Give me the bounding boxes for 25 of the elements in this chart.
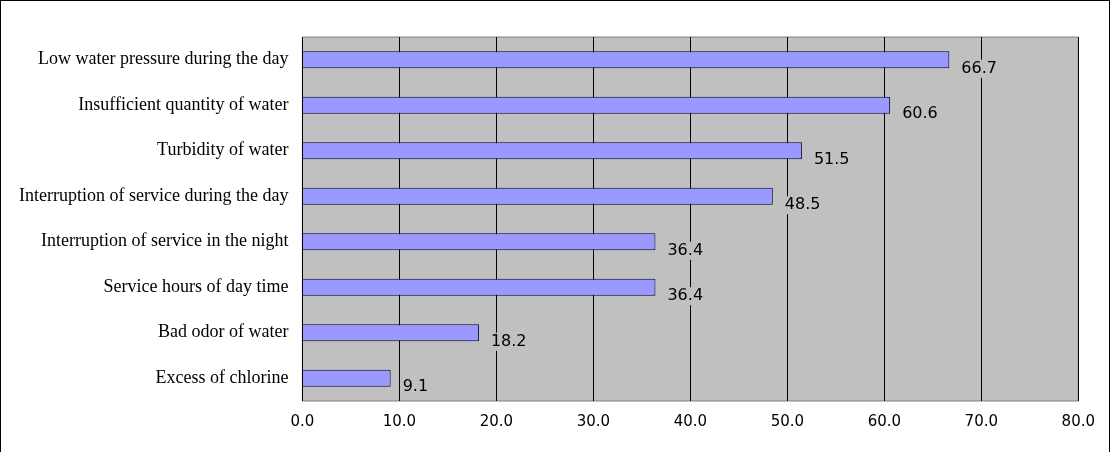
y-tick-label: Insufficient quantity of water — [78, 93, 289, 114]
data-label: 51.5 — [813, 148, 850, 168]
data-label: 48.5 — [784, 194, 821, 214]
x-tick-label: 50.0 — [770, 411, 805, 430]
data-label: 36.4 — [667, 239, 704, 259]
y-tick-label: Low water pressure during the day — [37, 48, 289, 69]
x-tick-label: 30.0 — [576, 411, 611, 430]
data-label: 18.2 — [490, 330, 527, 350]
y-tick-label: Service hours of day time — [103, 275, 289, 296]
data-label: 60.6 — [902, 103, 938, 123]
x-tick-label: 0.0 — [290, 411, 315, 430]
x-tick-label: 70.0 — [964, 411, 999, 430]
y-tick-label: Turbidity of water — [157, 139, 289, 160]
x-tick-label: 40.0 — [673, 411, 708, 430]
data-label: 66.7 — [961, 57, 997, 77]
x-tick-label: 80.0 — [1061, 411, 1095, 430]
x-tick-label: 60.0 — [867, 411, 902, 430]
y-tick-label: Interruption of service during the day — [18, 184, 289, 205]
y-tick-label: Bad odor of water — [157, 321, 289, 342]
y-tick-label: Interruption of service in the night — [40, 230, 289, 251]
x-tick-label: 10.0 — [382, 411, 417, 430]
data-label: 36.4 — [667, 285, 704, 305]
data-label: 9.1 — [402, 376, 429, 396]
x-tick-label: 20.0 — [479, 411, 514, 430]
y-tick-label: Excess of chlorine — [155, 366, 289, 387]
